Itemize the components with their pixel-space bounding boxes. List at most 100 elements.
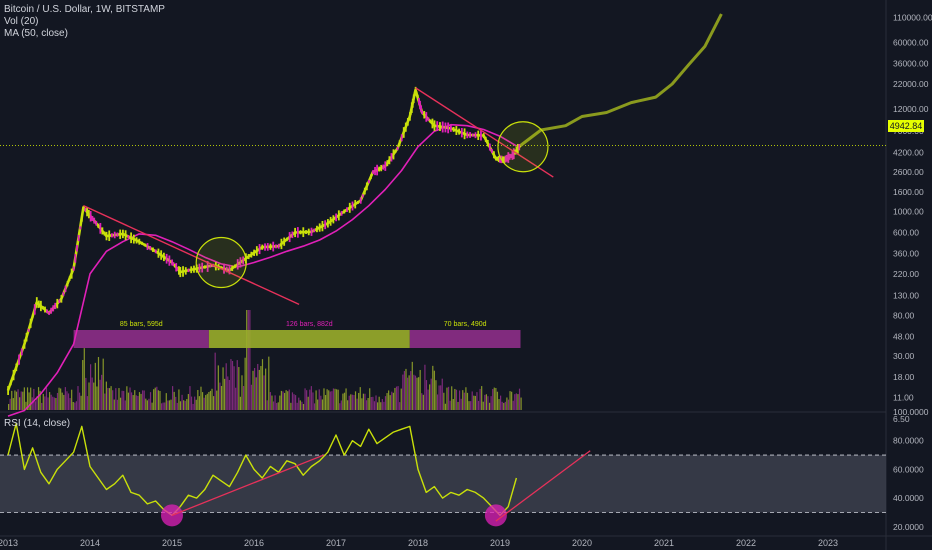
candle [176,267,179,271]
volume-bar [432,365,434,410]
candle [506,154,508,162]
volume-bar [82,360,84,410]
price-tick-label: 1600.00 [893,187,924,197]
volume-bar [252,370,254,410]
candle [275,244,277,249]
volume-bar [332,388,335,410]
volume-bar [244,357,246,410]
candle [149,246,152,251]
candle [272,241,275,252]
candle [130,232,132,244]
candle [103,231,106,236]
price-tick-label: 4200.00 [893,147,924,157]
volume-bar [277,402,279,410]
current-price-tag: 4942.84 [888,120,924,132]
candle [361,194,364,198]
ma-indicator-label[interactable]: MA (50, close) [4,28,68,39]
volume-bar [343,392,346,410]
candle [431,118,434,129]
candle [182,266,184,277]
candle [108,230,111,241]
projection-line [519,13,723,147]
volume-bar [419,369,421,410]
candle [447,122,450,134]
candle [296,227,299,238]
volume-bar [255,377,257,410]
time-tick-label: 2021 [654,538,674,548]
volume-bar [364,393,366,410]
volume-bar [187,393,189,410]
volume-bar [455,389,458,410]
rsi-indicator-label[interactable]: RSI (14, close) [4,418,71,429]
candle [56,298,59,309]
price-tick-label: 48.00 [893,332,915,342]
candle [363,187,366,195]
volume-bar [372,396,374,410]
volume-bar [157,390,160,410]
volume-bar [441,378,443,410]
candle [132,234,135,244]
time-tick-label: 2019 [490,538,510,548]
volume-bar [108,388,111,410]
candle [255,246,258,256]
candle [488,143,491,151]
volume-bar [203,397,205,410]
candle [415,91,418,96]
volume-bar [83,348,85,410]
volume-bar [28,392,30,410]
volume-bar [124,400,126,410]
candle [372,170,374,174]
candle [318,223,321,232]
volume-bar [471,391,473,410]
volume-bar [484,394,486,410]
volume-bar [80,395,82,410]
vol-indicator-label[interactable]: Vol (20) [4,16,39,27]
time-tick-label: 2014 [80,538,100,548]
candle [288,232,291,243]
volume-bar [424,364,426,410]
volume-bar [151,402,153,410]
volume-bar [517,394,519,410]
candle [419,100,421,110]
volume-bar [498,399,500,410]
volume-bar [449,400,451,410]
volume-bar [235,387,237,410]
volume-bar [389,395,391,410]
candle [198,263,201,273]
volume-bar [430,378,432,410]
volume-bar [20,391,22,410]
volume-bar [268,356,270,410]
candle [44,306,46,313]
candle [484,136,487,142]
candle [127,234,130,239]
volume-bar [477,400,480,410]
time-tick-label: 2018 [408,538,428,548]
candle [9,380,12,386]
candle [343,209,346,214]
volume-bar [214,352,216,410]
candle [480,130,482,141]
candle [455,126,458,135]
volume-bar [272,401,275,410]
bar-count-segment [208,330,410,348]
volume-bar [315,390,317,410]
volume-bar [170,399,172,410]
price-tick-label: 18.00 [893,372,915,382]
candle [124,230,127,241]
candle [370,174,372,180]
volume-bar [167,400,169,410]
volume-bar [220,385,223,410]
candle [286,237,288,242]
candle [91,215,94,221]
symbol-title[interactable]: Bitcoin / U.S. Dollar, 1W, BITSTAMP [4,4,165,15]
candle [64,285,67,292]
rsi-band [0,455,886,513]
volume-bar [254,367,256,410]
volume-bar [162,402,164,410]
volume-bar [470,401,472,410]
time-tick-label: 2016 [244,538,264,548]
volume-bar [321,399,324,410]
volume-bar [302,403,305,410]
candle [138,238,141,245]
